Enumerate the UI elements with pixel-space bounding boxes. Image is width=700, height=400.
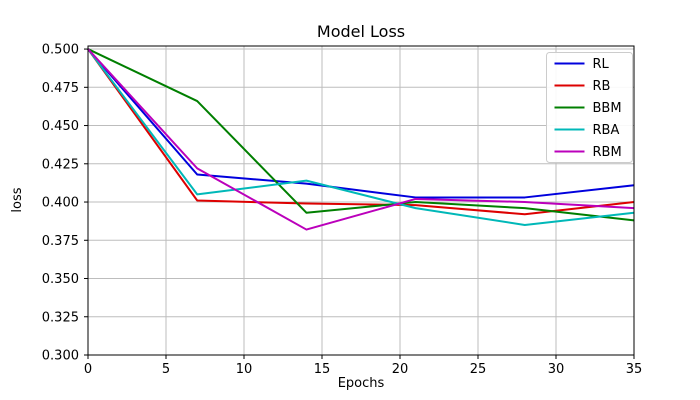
plot-area-border (87, 45, 635, 356)
y-tick-label: 0.350 (42, 272, 79, 287)
series-line-RL (87, 48, 635, 199)
x-tick-label: 10 (236, 362, 253, 377)
series-line-RB (87, 48, 635, 216)
x-tick-label: 30 (548, 362, 565, 377)
x-axis-label: Epochs (338, 376, 385, 391)
chart-title: Model Loss (317, 22, 405, 41)
y-tick-label: 0.425 (42, 157, 79, 172)
y-tick-label: 0.375 (42, 234, 79, 249)
legend-box (546, 52, 633, 163)
tick-layer: 0 5 10 15 20 25 30 35 0.300 0.325 0.350 0.375 0.400 0… (42, 43, 642, 377)
legend-label-BBM: BBM (593, 101, 622, 116)
series-line-RBM (87, 48, 635, 231)
legend-label-RL: RL (593, 57, 610, 72)
x-tick-label: 35 (626, 362, 643, 377)
x-tick-label: 5 (162, 362, 170, 377)
y-axis-label: loss (10, 187, 25, 212)
series-line-BBM (87, 48, 635, 222)
legend: RL RB BBM RBA RBM (546, 52, 633, 163)
y-tick-label: 0.500 (42, 43, 79, 58)
y-tick-label: 0.450 (42, 119, 79, 134)
x-tick-label: 15 (314, 362, 331, 377)
legend-label-RBA: RBA (593, 123, 620, 138)
y-tick-label: 0.325 (42, 310, 79, 325)
x-tick-label: 0 (84, 362, 92, 377)
y-tick-label: 0.400 (42, 196, 79, 211)
y-tick-label: 0.475 (42, 81, 79, 96)
y-tick-label: 0.300 (42, 349, 79, 364)
series-layer (87, 48, 635, 231)
legend-label-RBM: RBM (593, 145, 622, 160)
series-line-RBA (87, 48, 635, 226)
legend-label-RB: RB (593, 79, 611, 94)
x-tick-label: 20 (392, 362, 409, 377)
x-tick-label: 25 (470, 362, 487, 377)
